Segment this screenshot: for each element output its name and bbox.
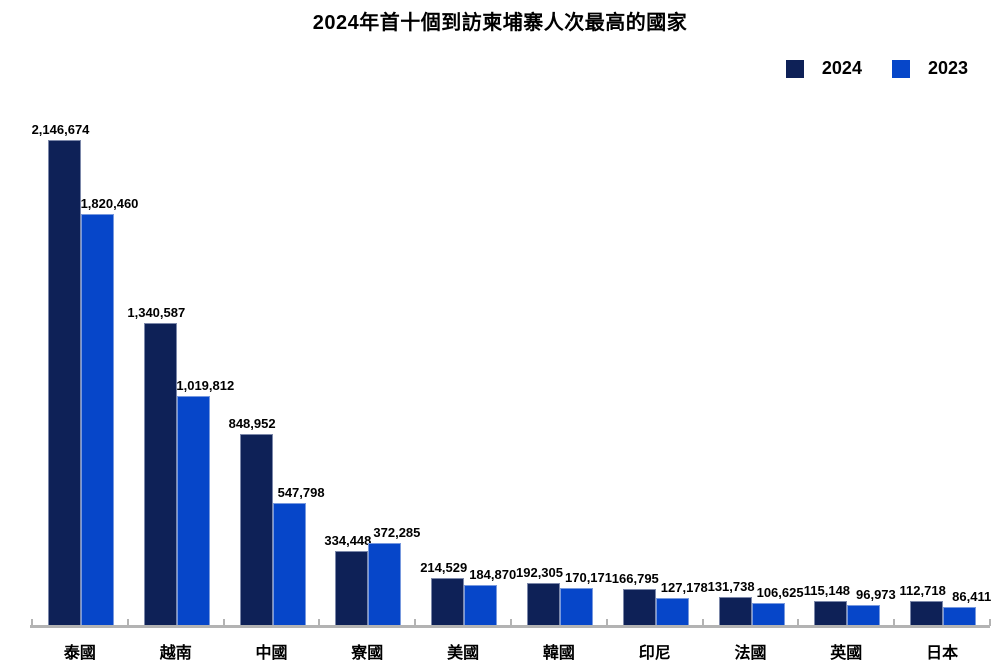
x-axis-tick-9 [893, 619, 896, 626]
bar-2024-4 [431, 578, 465, 627]
bar-group-1: 1,340,587 1,019,812 越南 [127, 110, 234, 662]
value-label-2024-6: 166,795 [611, 571, 659, 587]
bar-2024-2 [239, 434, 273, 627]
bar-2023-4 [464, 585, 498, 627]
bar-group-5: 192,305 170,171 韓國 [511, 110, 612, 662]
x-axis-tick-5 [510, 619, 512, 626]
x-axis-line [30, 625, 990, 628]
legend-swatch-2024 [785, 59, 804, 78]
x-axis-label-1: 越南 [159, 645, 192, 662]
value-label-2024-0: 2,146,674 [31, 122, 90, 137]
bar-2023-5 [560, 588, 593, 627]
bar-group-2: 848,952 547,798 中國 [224, 110, 325, 662]
bar-2024-3 [335, 551, 369, 627]
x-axis-tick-6 [605, 619, 608, 626]
x-axis-tick-1 [126, 619, 129, 626]
x-axis-tick-7 [701, 619, 704, 626]
value-label-2023-7: 106,625 [756, 584, 804, 600]
legend-item-2023: 2023 [891, 58, 968, 79]
bar-group-0: 2,146,674 1,820,460 泰國 [31, 110, 139, 662]
legend-swatch-2023 [891, 59, 910, 78]
value-label-2023-4: 184,870 [469, 567, 517, 583]
value-label-2024-4: 214,529 [420, 560, 468, 576]
bar-2023-7 [751, 602, 785, 627]
bar-2024-6 [622, 589, 656, 627]
x-axis-label-9: 日本 [926, 645, 959, 662]
bar-group-3: 334,448 372,285 寮國 [319, 110, 420, 663]
chart-title: 2024年首十個到訪柬埔寨人次最高的國家 [312, 12, 688, 34]
bar-group-6: 166,795 127,178 印尼 [607, 110, 708, 662]
x-axis-label-3: 寮國 [351, 645, 384, 662]
x-axis-label-6: 印尼 [638, 645, 671, 662]
bar-2023-3 [368, 542, 402, 627]
value-label-2023-6: 127,178 [660, 580, 708, 596]
bar-2023-1 [176, 395, 210, 627]
legend-label-2024: 2024 [821, 58, 862, 78]
value-label-2024-2: 848,952 [228, 416, 276, 432]
bar-group-9: 112,718 86,411 日本 [894, 110, 992, 662]
legend-label-2023: 2023 [927, 58, 968, 78]
value-label-2023-1: 1,019,812 [176, 377, 235, 393]
x-axis-tick-8 [797, 619, 800, 626]
bar-2023-0 [81, 214, 114, 627]
value-label-2024-9: 112,718 [899, 583, 946, 599]
bar-2024-8 [814, 600, 848, 627]
bar-2023-2 [272, 502, 306, 627]
x-axis-label-0: 泰國 [63, 645, 96, 662]
value-label-2024-5: 192,305 [516, 565, 563, 581]
value-label-2023-2: 547,798 [277, 484, 325, 500]
bar-2024-5 [527, 583, 560, 627]
value-label-2023-8: 96,973 [856, 587, 896, 602]
value-label-2024-1: 1,340,587 [127, 304, 186, 320]
bar-2023-8 [847, 605, 881, 627]
bar-2023-6 [655, 598, 689, 627]
bar-group-4: 214,529 184,870 美國 [415, 110, 516, 662]
value-label-2024-8: 115,148 [803, 582, 851, 598]
x-axis-label-4: 美國 [447, 645, 480, 662]
value-label-2023-9: 86,411 [952, 589, 992, 605]
legend-item-2024: 2024 [785, 58, 862, 79]
value-label-2024-7: 131,738 [707, 579, 755, 595]
x-axis-tick-10 [989, 619, 991, 626]
bar-group-7: 131,738 106,625 法國 [703, 110, 804, 662]
bar-2024-1 [143, 322, 177, 627]
bar-group-8: 115,148 96,973 英國 [798, 110, 896, 662]
value-label-2023-3: 372,285 [373, 524, 421, 540]
bar-2024-7 [718, 597, 752, 627]
x-axis-label-7: 法國 [734, 645, 767, 662]
x-axis-label-8: 英國 [830, 645, 863, 662]
x-axis-label-5: 韓國 [542, 645, 575, 662]
x-axis-tick-4 [414, 619, 417, 626]
x-axis-tick-2 [222, 619, 225, 626]
x-axis-tick-0 [31, 619, 33, 626]
x-axis-tick-3 [318, 619, 321, 626]
x-axis-label-2: 中國 [255, 645, 288, 662]
value-label-2024-3: 334,448 [324, 533, 372, 549]
plot-area: 2,146,674 1,820,460 泰國 1,340,587 1,019,812 越南… [31, 110, 992, 663]
value-label-2023-5: 170,171 [565, 570, 612, 586]
bar-2024-9 [910, 601, 944, 627]
bar-2024-0 [48, 140, 81, 627]
legend: 2024 2023 [785, 58, 968, 79]
value-label-2023-0: 1,820,460 [80, 196, 139, 211]
